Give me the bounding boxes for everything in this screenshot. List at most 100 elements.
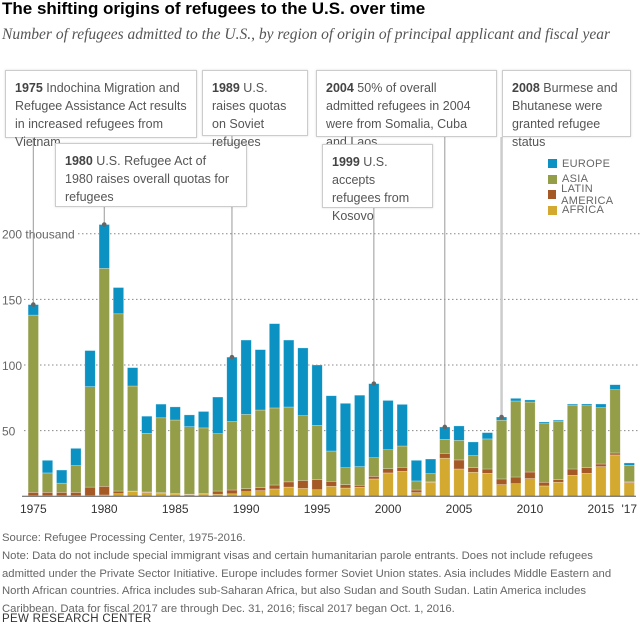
bar-segment-europe	[339, 403, 351, 468]
bar-segment-europe	[368, 383, 380, 458]
bar-segment-asia	[396, 445, 408, 468]
bar-segment-latin-america	[41, 492, 53, 496]
bar-segment-africa	[382, 472, 394, 497]
bar-segment-asia	[538, 423, 550, 483]
bar-segment-europe	[297, 347, 309, 416]
annotation-2008: 2008 Burmese and Bhutanese were granted …	[502, 70, 631, 149]
bar-segment-asia	[311, 425, 323, 480]
bar-segment-latin-america	[27, 492, 39, 496]
org-name: PEW RESEARCH CENTER	[2, 613, 152, 625]
bar-segment-asia	[481, 438, 493, 470]
bar-segment-europe	[595, 403, 607, 408]
bar-segment-europe	[524, 399, 536, 403]
annotation-text: U.S. accepts refugees from Kosovo	[332, 155, 410, 223]
legend-label: AFRICA	[562, 204, 605, 217]
bar-segment-latin-america	[496, 478, 508, 485]
bar-segment-europe	[325, 395, 337, 452]
annotation-year: 2008	[512, 81, 540, 95]
x-tick-label: 1980	[91, 502, 118, 516]
bar-segment-europe	[609, 384, 621, 390]
bar-segment-asia	[27, 314, 39, 493]
bar-segment-africa	[354, 486, 366, 497]
bar-segment-asia	[169, 419, 181, 494]
annotation-year: 1989	[212, 81, 240, 95]
bar-segment-latin-america	[481, 468, 493, 474]
x-tick-label: 2005	[446, 502, 473, 516]
bar-segment-asia	[368, 457, 380, 477]
bar-segment-latin-america	[354, 484, 366, 488]
bar-segment-europe	[396, 404, 408, 447]
bar-segment-latin-america	[212, 490, 224, 495]
bar-segment-africa	[538, 485, 550, 497]
annotation-marker-dot	[499, 414, 504, 420]
bar-segment-europe	[254, 349, 266, 411]
y-tick-label: 100	[2, 359, 22, 373]
legend-label: ASIA	[562, 173, 589, 186]
bar-segment-asia	[297, 415, 309, 481]
legend-label: LATIN AMERICA	[561, 182, 614, 207]
bar-segment-latin-america	[552, 479, 564, 483]
bar-segment-latin-america	[311, 479, 323, 491]
bar-segment-africa	[127, 491, 139, 497]
legend-swatch	[548, 190, 557, 200]
bar-segment-asia	[183, 426, 195, 495]
annotation-marker-dot	[371, 381, 377, 386]
bar-segment-asia	[198, 427, 210, 494]
bar-segment-africa	[269, 488, 281, 497]
bar-segment-europe	[226, 356, 238, 422]
bar-segment-asia	[453, 440, 465, 461]
annotation-1975: 1975 Indochina Migration and Refugee Ass…	[5, 70, 197, 149]
bar-segment-africa	[595, 466, 607, 497]
annotation-text: 50% of overall admitted refugees in 2004…	[326, 81, 471, 149]
bar-segment-europe	[311, 364, 323, 426]
bar-segment-latin-america	[283, 481, 295, 488]
bar-segment-europe	[169, 406, 181, 421]
bar-segment-africa	[254, 490, 266, 497]
bar-segment-europe	[354, 394, 366, 467]
legend-swatch	[548, 174, 557, 184]
bar-segment-asia	[595, 407, 607, 465]
bar-segment-africa	[524, 478, 536, 497]
bar-segment-latin-america	[368, 476, 380, 480]
bar-segment-europe	[155, 403, 167, 419]
bar-segment-asia	[56, 482, 68, 493]
bar-segment-europe	[623, 462, 635, 466]
chart-title: The shifting origins of refugees to the …	[2, 0, 426, 18]
x-tick-label: 1995	[304, 502, 331, 516]
bar-segment-latin-america	[524, 471, 536, 479]
footnote: Note: Data do not include special immigr…	[2, 550, 612, 615]
bar-segment-europe	[198, 411, 210, 429]
bar-segment-europe	[183, 414, 195, 428]
bar-segment-africa	[240, 491, 252, 497]
bar-segment-europe	[538, 421, 550, 424]
bar-segment-latin-america	[609, 452, 621, 456]
bar-segment-asia	[325, 450, 337, 482]
bar-segment-latin-america	[510, 476, 522, 484]
x-tick-label: 2000	[375, 502, 402, 516]
bar-segment-europe	[467, 441, 479, 456]
y-tick-label: 50	[2, 425, 16, 439]
bar-segment-asia	[382, 449, 394, 470]
bar-segment-asia	[609, 389, 621, 454]
bar-segment-africa	[510, 483, 522, 497]
bar-segment-asia	[410, 480, 422, 491]
bar-segment-asia	[70, 465, 82, 493]
bar-segment-europe	[269, 323, 281, 409]
bar-segment-africa	[581, 473, 593, 497]
bar-segment-latin-america	[467, 467, 479, 473]
bar-segment-asia	[339, 467, 351, 485]
bar-segment-africa	[567, 474, 579, 497]
bar-segment-europe	[581, 403, 593, 407]
bar-segment-latin-america	[84, 486, 96, 496]
bar-segment-africa	[368, 478, 380, 497]
annotation-year: 2004	[326, 81, 354, 95]
bar-segment-latin-america	[453, 459, 465, 470]
bar-segment-africa	[339, 487, 351, 497]
bar-segment-europe	[41, 460, 53, 474]
bar-segment-africa	[467, 471, 479, 497]
bar-segment-latin-america	[240, 488, 252, 493]
bar-segment-asia	[567, 404, 579, 470]
annotation-text: U.S. raises quotas on Soviet refugees	[212, 81, 287, 149]
bar-segment-europe	[481, 432, 493, 440]
